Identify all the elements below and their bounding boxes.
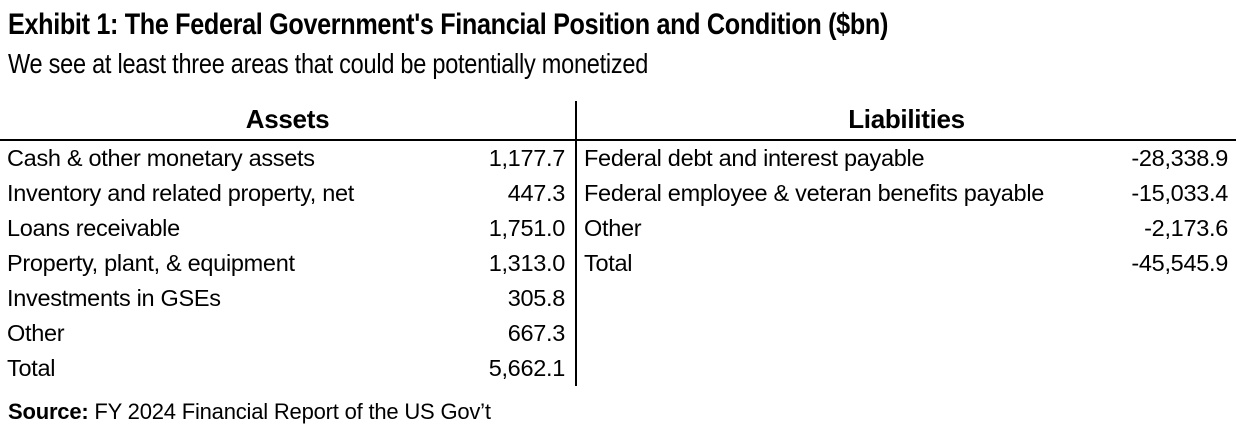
row-value: 1,177.7: [488, 144, 566, 171]
assets-rows: Cash & other monetary assets 1,177.7 Inven…: [0, 141, 575, 386]
table-row: Total -45,545.9: [577, 246, 1236, 281]
row-label: Property, plant, & equipment: [7, 249, 295, 276]
row-label: Cash & other monetary assets: [7, 144, 315, 171]
row-value: 447.3: [507, 179, 566, 206]
table-row: Other -2,173.6: [577, 211, 1236, 246]
row-label: Federal employee & veteran benefits paya…: [584, 179, 1045, 206]
row-label: Investments in GSEs: [7, 284, 221, 311]
row-label: Inventory and related property, net: [7, 179, 355, 206]
row-value: 667.3: [507, 319, 566, 346]
row-label: Total: [7, 354, 56, 381]
row-value: -28,338.9: [1131, 144, 1228, 171]
row-label: Federal debt and interest payable: [584, 144, 925, 171]
table-row: Property, plant, & equipment 1,313.0: [0, 246, 575, 281]
liabilities-rows: Federal debt and interest payable -28,338…: [577, 141, 1236, 281]
row-label: Other: [7, 319, 65, 346]
row-value: 305.8: [507, 284, 566, 311]
assets-header: Assets: [0, 101, 575, 141]
row-value: 1,751.0: [488, 214, 566, 241]
source-text: FY 2024 Financial Report of the US Gov’t: [88, 398, 491, 424]
liabilities-section: Liabilities Federal debt and interest pa…: [575, 100, 1236, 386]
row-label: Loans receivable: [7, 214, 180, 241]
exhibit-title: Exhibit 1: The Federal Government's Fina…: [8, 8, 889, 41]
assets-section: Assets Cash & other monetary assets 1,177…: [0, 101, 575, 386]
table-row: Inventory and related property, net 447.3: [0, 176, 575, 211]
row-label: Other: [584, 214, 642, 241]
table-row: Federal employee & veteran benefits paya…: [577, 176, 1236, 211]
table-row: Federal debt and interest payable -28,338…: [577, 141, 1236, 176]
row-value: 5,662.1: [488, 354, 566, 381]
table-row: Loans receivable 1,751.0: [0, 211, 575, 246]
source-line: Source: FY 2024 Financial Report of the …: [8, 399, 1238, 425]
table-row: Other 667.3: [0, 316, 575, 351]
table-row: Total 5,662.1: [0, 351, 575, 386]
row-value: 1,313.0: [488, 249, 566, 276]
source-label: Source:: [8, 398, 89, 424]
liabilities-header: Liabilities: [577, 101, 1236, 141]
row-label: Total: [584, 249, 633, 276]
financial-position-table: Assets Cash & other monetary assets 1,177…: [0, 100, 1238, 386]
table-row: Cash & other monetary assets 1,177.7: [0, 141, 575, 176]
exhibit-subtitle: We see at least three areas that could b…: [8, 47, 649, 79]
row-value: -2,173.6: [1144, 214, 1228, 241]
row-value: -15,033.4: [1131, 179, 1228, 206]
table-row: Investments in GSEs 305.8: [0, 281, 575, 316]
row-value: -45,545.9: [1131, 249, 1228, 276]
